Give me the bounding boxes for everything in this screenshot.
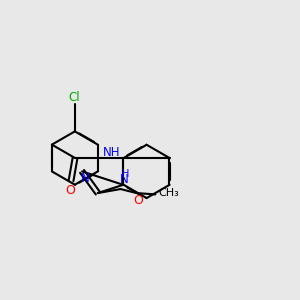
- Text: O: O: [65, 184, 75, 197]
- Text: CH₃: CH₃: [158, 188, 179, 198]
- Text: N: N: [81, 172, 90, 185]
- Text: Cl: Cl: [68, 91, 80, 104]
- Text: O: O: [133, 194, 143, 207]
- Text: NH: NH: [103, 146, 121, 159]
- Text: N: N: [120, 173, 129, 186]
- Text: H: H: [122, 169, 130, 178]
